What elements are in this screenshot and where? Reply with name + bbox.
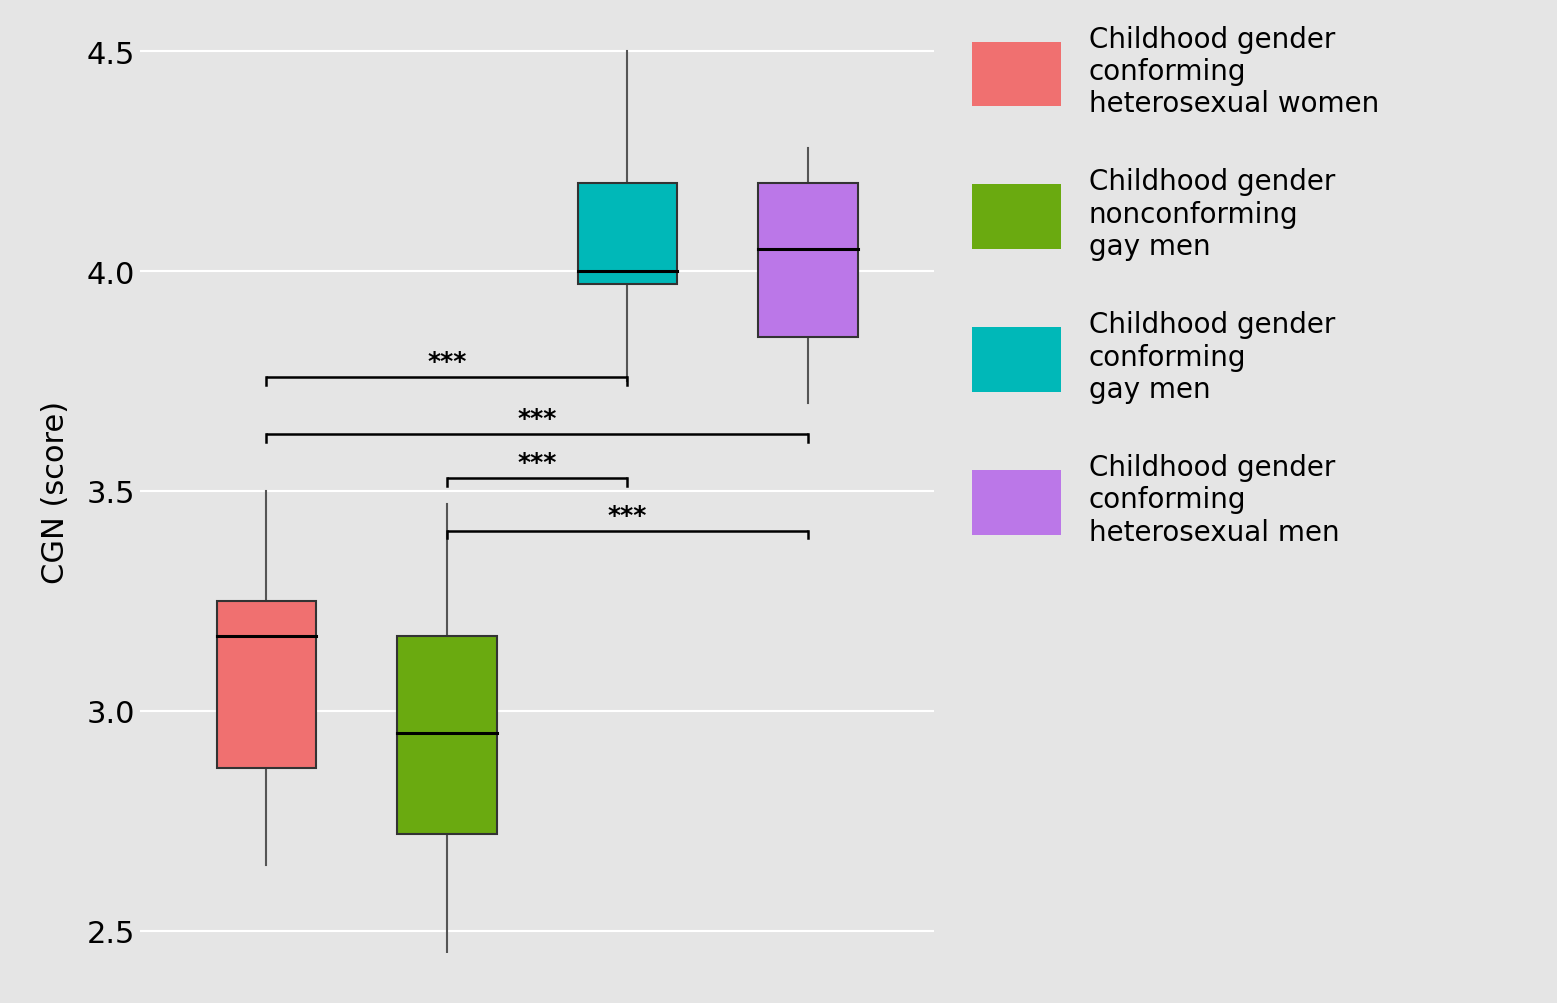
Y-axis label: CGN (score): CGN (score) [40,400,70,583]
Bar [578,184,677,285]
Bar [216,602,316,768]
Bar [397,637,497,834]
Text: ***: *** [517,450,557,474]
Legend: Childhood gender
conforming
heterosexual women, Childhood gender
nonconforming
g: Childhood gender conforming heterosexual… [972,25,1380,547]
Text: ***: *** [517,407,557,431]
Text: ***: *** [427,350,467,374]
Bar [758,184,858,338]
Text: ***: *** [607,504,648,528]
